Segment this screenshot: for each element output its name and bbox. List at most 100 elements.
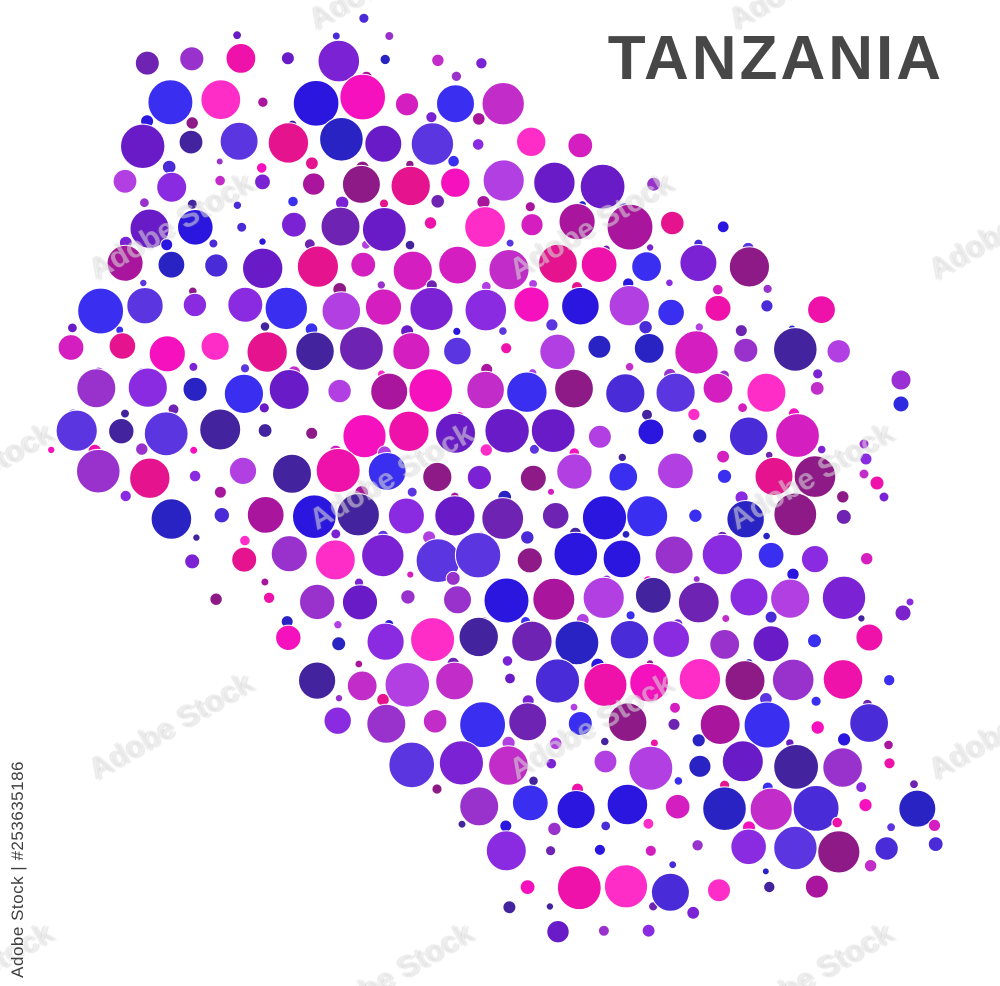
mosaic-circle [580,246,618,284]
mosaic-circle [223,373,264,414]
mosaic-circle [692,428,708,444]
mosaic-circle [800,545,830,574]
mosaic-circle [438,245,478,285]
mosaic-circle [143,411,189,457]
mosaic-circle [341,584,379,621]
mosaic-circle [688,754,712,778]
mosaic-circle [501,655,514,667]
mosaic-circle [186,198,198,210]
mosaic-circle [213,485,227,499]
mosaic-circle [55,409,98,452]
mosaic-circle [438,740,484,786]
mosaic-circle [520,213,544,237]
mosaic-circle [366,703,407,744]
mosaic-circle [898,789,937,828]
mosaic-circle [855,623,884,652]
mosaic-circle [459,701,507,749]
mosaic-circle [545,902,555,911]
mosaic-circle [367,452,407,491]
mosaic-circle [341,164,381,204]
mosaic-circle [257,96,269,108]
mosaic-circle [295,331,335,372]
mosaic-circle [702,372,734,404]
mosaic-circle [688,508,703,523]
mosaic-circle [330,528,342,540]
mosaic-circle [726,500,765,539]
mosaic-circle [57,334,85,361]
mosaic-circle [600,736,610,747]
mosaic-circle [667,717,681,731]
mosaic-circle [773,492,818,537]
mosaic-circle [506,371,548,413]
mosaic-circle [822,659,864,700]
mosaic-circle [587,334,612,359]
mosaic-circle [810,695,822,707]
mosaic-circle [384,31,395,41]
mosaic-circle [267,122,310,164]
mosaic-circle [637,418,665,446]
mosaic-circle [219,121,259,161]
watermark-id-label: Adobe Stock | #253635186 [8,761,27,978]
mosaic-circle [135,442,149,456]
mosaic-circle [139,278,148,288]
mosaic-circle [883,674,896,687]
mosaic-circle [660,210,685,236]
mosaic-circle [292,494,337,540]
mosaic-circle [454,532,502,579]
mosaic-circle [423,216,438,230]
mosaic-circle [691,839,704,852]
mosaic-circle [886,822,896,833]
mosaic-circle [593,749,618,774]
mosaic-circle [296,245,339,288]
mosaic-circle [209,592,223,606]
mosaic-circle [869,475,885,491]
mosaic-circle [702,786,747,832]
mosaic-circle [677,581,720,624]
mosaic-circle [161,159,177,175]
mosaic-circle [336,493,380,537]
mosaic-circle [299,583,336,621]
mosaic-circle [482,159,525,202]
mosaic-circle [553,531,599,577]
mosaic-circle [583,662,628,708]
mosaic-circle [716,220,730,234]
mosaic-circle [47,445,56,455]
mosaic-circle [511,784,549,822]
mosaic-circle [792,785,840,832]
mosaic-circle [435,661,475,701]
mosaic-circle [259,321,271,332]
mosaic-circle [400,589,416,605]
mosaic-circle [634,576,672,614]
mosaic-circle [408,368,454,413]
mosaic-circle [807,295,836,325]
mosaic-circle [302,172,326,196]
mosaic-circle [837,732,852,747]
mosaic-circle [314,539,356,581]
mosaic-circle [664,793,691,820]
mosaic-circle [354,659,364,669]
mosaic-circle [280,51,295,66]
mosaic-circle [331,636,347,652]
mosaic-circle [204,253,229,278]
mosaic-circle [410,617,456,663]
mosaic-circle [366,622,405,661]
mosaic-circle [546,487,556,496]
mosaic-circle [691,733,706,748]
mosaic-circle [730,828,767,866]
mosaic-circle [119,489,132,503]
mosaic-circle [878,491,890,503]
mosaic-circle [857,614,866,623]
mosaic-circle [548,736,563,751]
mosaic-circle [215,157,224,166]
mosaic-circle [826,339,851,364]
mosaic-circle [631,251,662,283]
mosaic-circle [459,786,500,827]
mosaic-circle [346,670,378,702]
mosaic-circle [339,326,384,371]
mosaic-circle [77,287,124,335]
mosaic-circle [361,533,405,578]
mosaic-circle [232,30,243,41]
mosaic-circle [120,408,130,419]
mosaic-circle [225,43,257,74]
